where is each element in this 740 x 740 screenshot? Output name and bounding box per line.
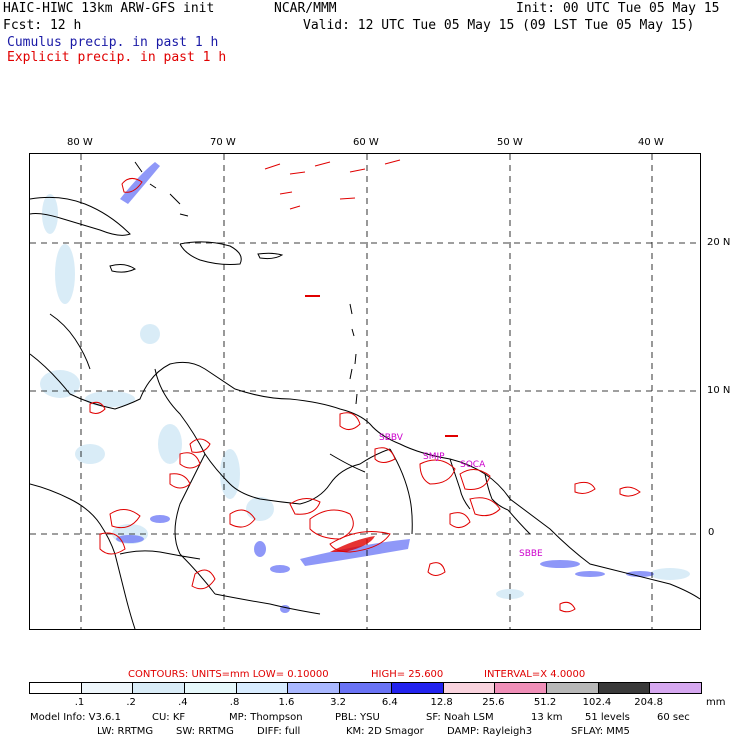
lat-label: 10 N	[707, 385, 731, 396]
valid-time: Valid: 12 UTC Tue 05 May 15 (09 LST Tue …	[303, 18, 695, 33]
explicit-legend: Explicit precip. in past 1 h	[7, 50, 227, 65]
colorbar-swatch	[339, 682, 392, 694]
forecast-map: SBBV SMJP SOCA SBBE	[29, 153, 701, 630]
colorbar-swatch	[390, 682, 444, 694]
colorbar-tick-label: .8	[229, 697, 240, 708]
contours-interval: INTERVAL=X 4.0000	[484, 669, 586, 680]
lat-label: 0	[708, 527, 715, 538]
colorbar-tick-label: .4	[178, 697, 188, 708]
station-label: SMJP	[423, 452, 445, 462]
colorbar-swatch	[235, 682, 289, 694]
contours-units: CONTOURS: UNITS=mm LOW= 0.10000	[128, 669, 329, 680]
cumulus-heavy-layer	[116, 162, 654, 613]
footer-diff: DIFF: full	[257, 726, 301, 737]
colorbar-swatch	[29, 682, 82, 694]
cumulus-legend: Cumulus precip. in past 1 h	[7, 35, 219, 50]
footer-cu: CU: KF	[152, 712, 186, 723]
colorbar-swatch	[184, 682, 237, 694]
coastlines	[30, 161, 700, 629]
map-canvas: SBBV SMJP SOCA SBBE	[30, 154, 700, 629]
colorbar-swatch	[649, 682, 702, 694]
footer-resolution: 13 km	[531, 712, 563, 723]
footer-lw: LW: RRTMG	[97, 726, 154, 737]
model-title: HAIC-HIWC 13km ARW-GFS init	[3, 1, 215, 16]
colorbar-tick-label: 102.4	[582, 697, 612, 708]
colorbar-tick-label: .1	[74, 697, 85, 708]
explicit-precip-contours	[89, 159, 641, 613]
forecast-hour: Fcst: 12 h	[3, 18, 82, 33]
footer-mp: MP: Thompson	[229, 712, 303, 723]
org-label: NCAR/MMM	[274, 1, 337, 16]
colorbar-swatch	[597, 682, 651, 694]
colorbar-swatch	[80, 682, 134, 694]
colorbar-tick-label: 51.2	[533, 697, 557, 708]
lon-label: 80 W	[67, 137, 93, 148]
footer-sw: SW: RRTMG	[176, 726, 234, 737]
lat-label: 20 N	[707, 237, 731, 248]
colorbar-swatch	[545, 682, 599, 694]
colorbar-tick-label: 6.4	[381, 697, 398, 708]
lat-lon-grid	[30, 154, 700, 629]
footer-km: KM: 2D Smagor	[346, 726, 424, 737]
colorbar-swatch	[494, 682, 547, 694]
colorbar-swatch	[442, 682, 496, 694]
footer-pbl: PBL: YSU	[335, 712, 380, 723]
lon-label: 50 W	[497, 137, 523, 148]
lon-label: 40 W	[638, 137, 664, 148]
footer-damp: DAMP: Rayleigh3	[447, 726, 533, 737]
footer-model-info: Model Info: V3.6.1	[30, 712, 121, 723]
colorbar-tick-label: 25.6	[482, 697, 505, 708]
colorbar-swatch	[287, 682, 341, 694]
station-label: SOCA	[460, 460, 486, 470]
footer-timestep: 60 sec	[657, 712, 690, 723]
station-label: SBBV	[379, 433, 404, 443]
init-time: Init: 00 UTC Tue 05 May 15	[516, 1, 720, 16]
colorbar-tick-label: 204.8	[634, 697, 663, 708]
colorbar-tick-label: 1.6	[278, 697, 295, 708]
colorbar-tick-label: 12.8	[430, 697, 453, 708]
footer-levels: 51 levels	[585, 712, 630, 723]
station-label: SBBE	[519, 549, 543, 559]
colorbar-tick-label: .2	[126, 697, 136, 708]
lon-label: 60 W	[353, 137, 379, 148]
footer-sf: SF: Noah LSM	[426, 712, 494, 723]
colorbar-tick-label: 3.2	[330, 697, 347, 708]
colorbar-swatch	[132, 682, 186, 694]
colorbar-unit: mm	[706, 697, 726, 708]
contours-high: HIGH= 25.600	[371, 669, 444, 680]
lon-label: 70 W	[210, 137, 236, 148]
heavy-precip-core	[330, 536, 375, 552]
footer-sflay: SFLAY: MM5	[571, 726, 630, 737]
